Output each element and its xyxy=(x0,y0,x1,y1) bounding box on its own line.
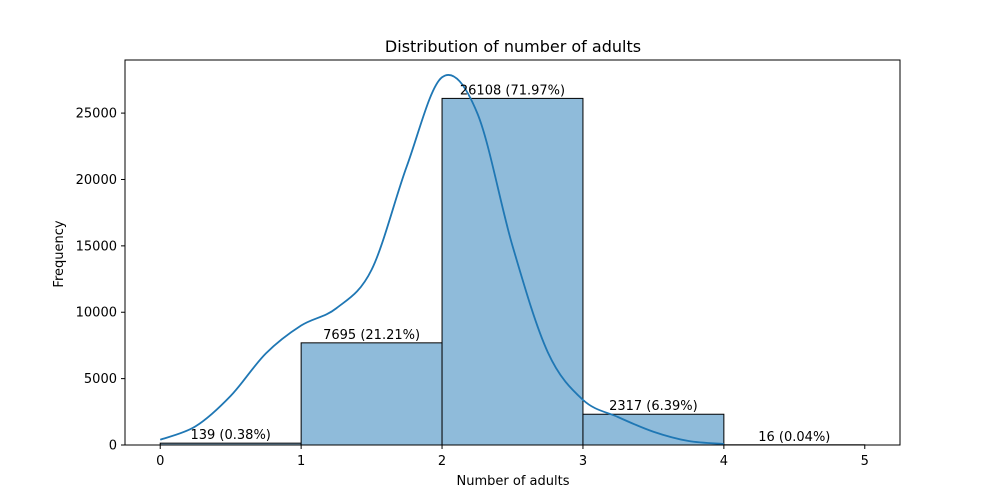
x-tick-label: 4 xyxy=(720,454,728,469)
x-tick-label: 2 xyxy=(438,454,446,469)
bar-value-label-1: 7695 (21.21%) xyxy=(323,328,420,343)
bar-value-label-3: 2317 (6.39%) xyxy=(609,399,698,414)
y-tick-label: 5000 xyxy=(84,372,117,387)
kde-curve xyxy=(159,74,724,445)
x-tick-label: 0 xyxy=(156,454,164,469)
bar-value-label-2: 26108 (71.97%) xyxy=(460,83,565,98)
y-tick-label: 25000 xyxy=(76,107,117,122)
x-tick-label: 3 xyxy=(579,454,587,469)
x-axis-label: Number of adults xyxy=(457,474,570,489)
chart-title: Distribution of number of adults xyxy=(385,37,641,56)
y-axis-label: Frequency xyxy=(52,220,67,287)
y-tick-label: 10000 xyxy=(76,306,117,321)
x-tick-label: 1 xyxy=(297,454,305,469)
bar-value-label-4: 16 (0.04%) xyxy=(758,430,830,445)
histogram-bar-1 xyxy=(300,342,443,446)
histogram-bar-2 xyxy=(441,97,584,446)
histogram-bar-3 xyxy=(582,413,725,446)
y-tick-label: 0 xyxy=(109,439,117,454)
y-tick-label: 15000 xyxy=(76,239,117,254)
plot-frame xyxy=(124,59,901,446)
y-tick-label: 20000 xyxy=(76,173,117,188)
bar-value-label-0: 139 (0.38%) xyxy=(190,428,270,443)
x-tick-label: 5 xyxy=(861,454,869,469)
